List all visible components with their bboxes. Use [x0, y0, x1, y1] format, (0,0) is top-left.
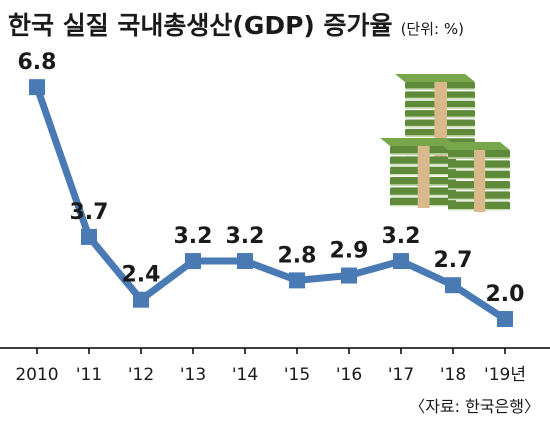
x-axis-ticks [36, 348, 506, 354]
x-tick-label-7: '17 [388, 365, 414, 385]
data-label-3: 3.2 [174, 224, 213, 249]
data-label-1: 3.7 [70, 200, 109, 225]
data-point-7 [393, 253, 409, 270]
data-point-2 [133, 291, 149, 308]
data-point-4 [237, 253, 253, 270]
data-label-6: 2.9 [330, 239, 369, 264]
data-point-9 [497, 311, 513, 328]
data-label-7: 3.2 [382, 224, 421, 249]
x-tick-label-5: '15 [284, 365, 310, 385]
x-tick-label-8: '18 [440, 365, 466, 385]
x-tick-label-9: '19년 [484, 365, 526, 385]
data-point-8 [445, 277, 461, 294]
source-label: 〈자료: 한국은행〉 [409, 397, 540, 416]
x-tick-label-3: '13 [180, 365, 206, 385]
data-label-0: 6.8 [18, 50, 57, 75]
data-point-3 [185, 253, 201, 270]
data-point-5 [289, 272, 305, 289]
x-tick-label-4: '14 [232, 365, 258, 385]
x-axis-tick-labels: 2010 '11 '12 '13 '14 '15 '16 '17 '18 '19년 [15, 365, 526, 385]
x-tick-label-0: 2010 [15, 365, 58, 385]
data-point-0 [29, 79, 45, 96]
x-tick-label-1: '11 [76, 365, 102, 385]
chart-title: 한국 실질 국내총생산(GDP) 증가율 [8, 11, 393, 40]
data-point-6 [341, 267, 357, 284]
data-markers [29, 79, 513, 328]
data-label-2: 2.4 [122, 263, 161, 288]
data-label-4: 3.2 [226, 224, 265, 249]
data-label-9: 2.0 [486, 282, 525, 307]
series-line [33, 86, 507, 322]
unit-label: (단위: %) [401, 20, 464, 38]
data-label-8: 2.7 [434, 248, 473, 273]
data-point-1 [81, 228, 97, 245]
svg-text:한국 실질 국내총생산(GDP) 증가율(단위: %): 한국 실질 국내총생산(GDP) 증가율 (단위: %) [8, 11, 464, 40]
x-tick-label-6: '16 [336, 365, 362, 385]
money-stack-icon [380, 74, 510, 212]
data-label-5: 2.8 [278, 243, 317, 268]
x-tick-label-2: '12 [128, 365, 154, 385]
data-labels: 6.8 3.7 2.4 3.2 3.2 2.8 2.9 3.2 2.7 2.0 [18, 50, 525, 307]
